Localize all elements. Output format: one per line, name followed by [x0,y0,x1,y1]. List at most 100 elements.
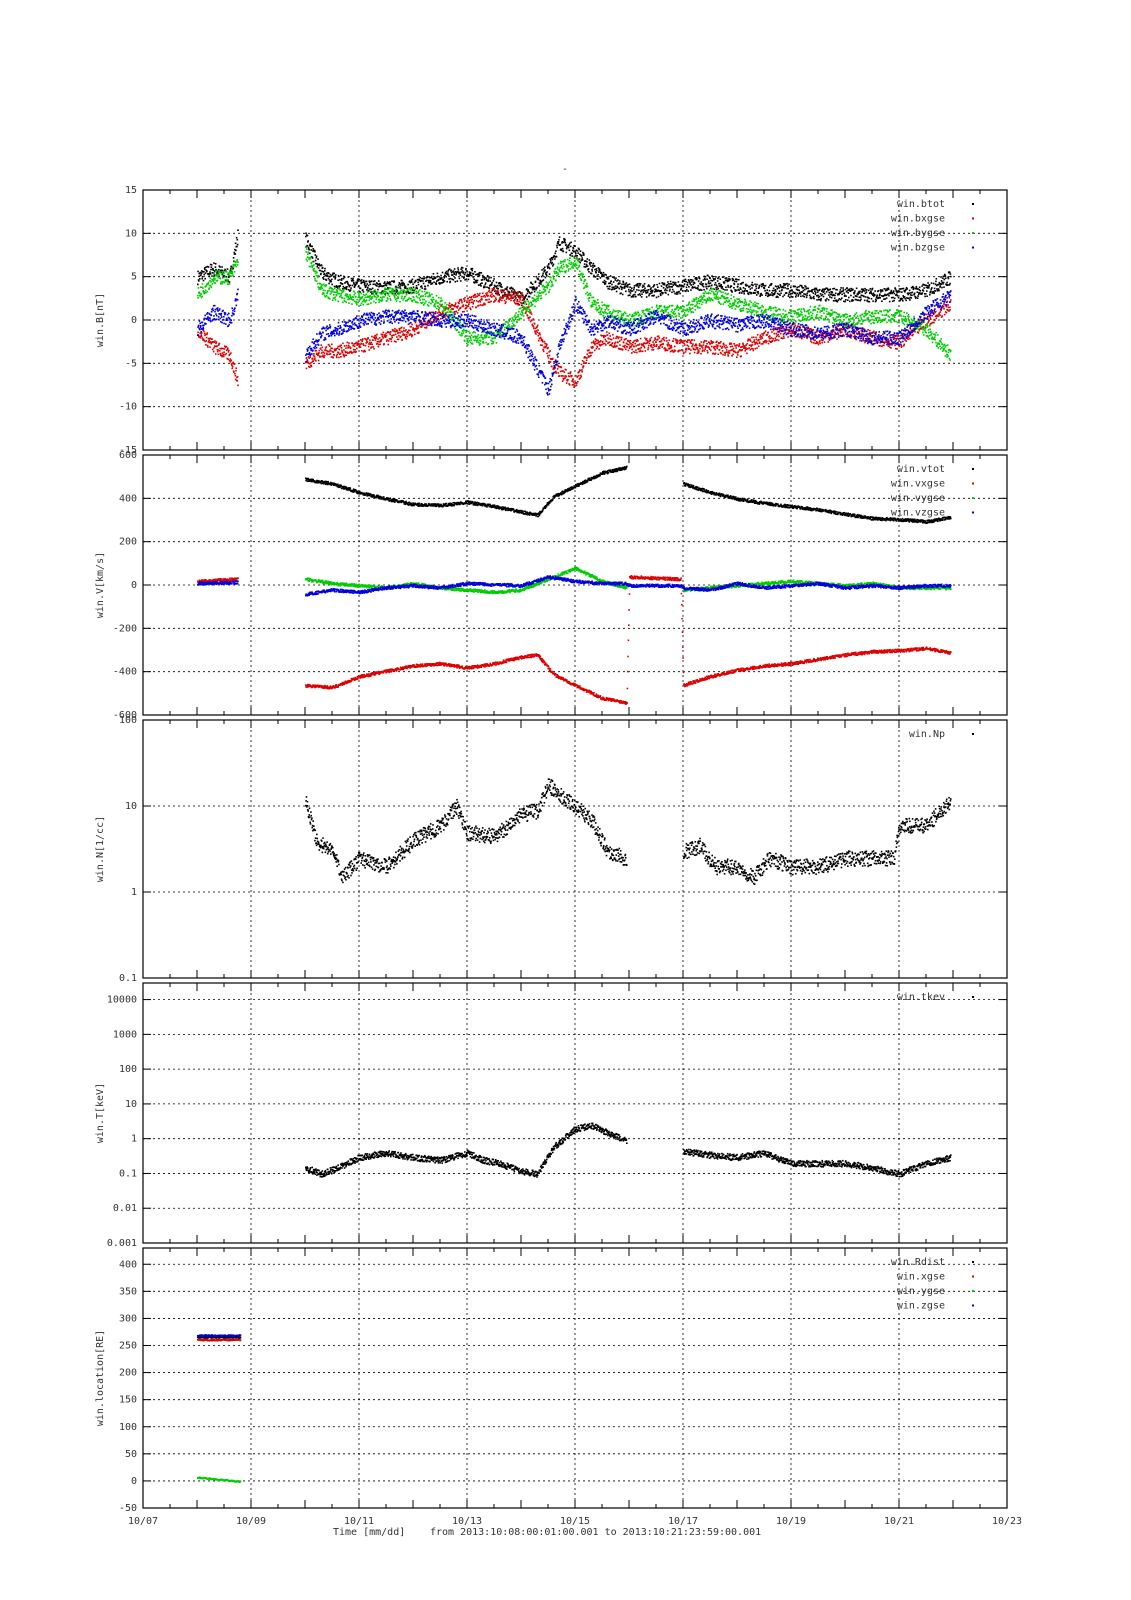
data-point [877,335,879,337]
data-point [620,336,623,339]
data-point [423,288,426,290]
data-point [673,282,676,284]
data-point [372,339,374,341]
data-point [803,293,805,295]
data-point [496,287,498,289]
data-point [676,342,679,345]
data-point [408,334,411,336]
data-point [395,330,398,333]
data-point [772,338,774,340]
data-point [832,300,835,302]
data-point [406,287,409,290]
data-point [593,265,596,267]
data-point [364,350,366,353]
data-point [430,302,432,305]
data-point [417,327,419,329]
data-point [415,301,417,303]
data-point [504,292,506,294]
data-point [605,274,607,276]
data-point [720,341,722,343]
data-point [527,310,530,313]
data-point [537,339,540,342]
data-point [670,346,673,349]
data-point [382,337,384,339]
data-point [406,300,408,302]
data-point [477,334,480,336]
data-point [485,294,488,296]
data-point [358,345,361,347]
data-point [361,296,364,298]
data-point [573,250,575,253]
data-point [315,256,318,259]
data-point [687,339,689,341]
data-point [367,303,370,305]
data-point [216,272,218,275]
data-point [314,272,317,274]
data-point [450,305,452,307]
data-point [341,297,344,299]
data-point [479,271,481,274]
data-point [341,351,344,354]
data-point [694,348,697,351]
data-point [613,288,616,290]
data-point [355,341,358,344]
data-point [475,273,477,276]
data-point [903,337,906,339]
data-point [604,282,607,285]
data-point [486,286,488,288]
data-point [632,296,634,298]
data-point [682,279,684,282]
data-point [831,331,834,334]
data-point [826,287,828,290]
data-point [457,309,460,311]
data-point [874,332,877,334]
data-point [591,268,593,271]
y-tick-label: -5 [125,358,137,369]
data-point [742,343,744,346]
data-point [441,271,444,274]
data-point [501,299,503,302]
data-point [455,272,458,275]
data-point [582,252,585,255]
data-point [726,346,728,349]
data-point [507,324,510,327]
data-point [370,298,373,300]
data-point [534,327,537,330]
data-point [923,284,926,286]
data-point [872,339,875,342]
data-point [875,298,877,301]
data-point [363,349,366,352]
data-point [779,332,782,335]
data-point [561,375,564,377]
data-point [585,359,588,362]
data-point [786,287,788,290]
data-point [389,290,391,293]
data-point [897,291,899,293]
data-point [385,288,387,290]
data-point [421,324,424,327]
data-point [463,330,465,332]
data-point [511,325,513,327]
data-point [488,330,491,333]
data-point [773,340,776,342]
data-point [668,286,671,288]
data-point [844,288,847,291]
data-point [407,283,409,286]
data-point [217,344,220,346]
data-point [553,361,555,363]
data-point [415,328,417,331]
data-point [231,271,233,273]
data-point [826,335,828,337]
data-point [482,276,484,279]
data-point [782,295,784,298]
data-point [205,340,207,342]
data-point [689,341,691,344]
data-point [408,297,410,299]
data-point [492,288,494,290]
data-point [659,293,662,295]
data-point [485,334,488,337]
data-point [546,344,548,346]
data-point [820,294,823,297]
data-point [395,300,398,302]
data-point [893,334,896,337]
